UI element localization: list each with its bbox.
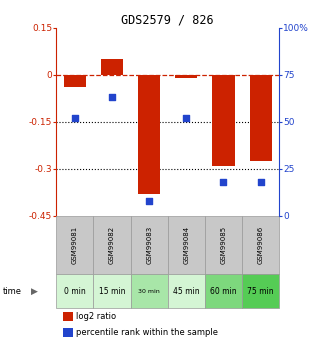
Point <box>147 198 152 204</box>
Bar <box>249 75 272 161</box>
Text: ▶: ▶ <box>30 287 37 296</box>
Text: 60 min: 60 min <box>210 287 237 296</box>
Text: percentile rank within the sample: percentile rank within the sample <box>76 328 218 337</box>
Bar <box>138 75 160 194</box>
Bar <box>56 274 93 308</box>
Bar <box>205 216 242 274</box>
Bar <box>63 328 73 337</box>
Text: GSM99085: GSM99085 <box>221 226 227 264</box>
Text: 0 min: 0 min <box>64 287 86 296</box>
Bar <box>175 75 197 78</box>
Text: 45 min: 45 min <box>173 287 200 296</box>
Bar <box>93 274 131 308</box>
Bar <box>101 59 123 75</box>
Text: 15 min: 15 min <box>99 287 125 296</box>
Bar <box>242 216 279 274</box>
Point <box>109 95 115 100</box>
Bar <box>213 75 235 166</box>
Bar <box>168 216 205 274</box>
Text: GSM99082: GSM99082 <box>109 226 115 264</box>
Text: GSM99086: GSM99086 <box>258 226 264 264</box>
Text: GSM99083: GSM99083 <box>146 226 152 264</box>
Bar <box>131 216 168 274</box>
Text: 75 min: 75 min <box>247 287 274 296</box>
Point <box>221 179 226 185</box>
Text: log2 ratio: log2 ratio <box>76 312 117 321</box>
Bar <box>131 274 168 308</box>
Text: GSM99084: GSM99084 <box>183 226 189 264</box>
Point <box>72 115 77 121</box>
Text: time: time <box>3 287 22 296</box>
Point <box>258 179 263 185</box>
Bar <box>205 274 242 308</box>
Text: GSM99081: GSM99081 <box>72 226 78 264</box>
Bar <box>63 312 73 322</box>
Point <box>184 115 189 121</box>
Text: 30 min: 30 min <box>138 289 160 294</box>
Bar <box>93 216 131 274</box>
Title: GDS2579 / 826: GDS2579 / 826 <box>121 13 214 27</box>
Bar <box>64 75 86 87</box>
Bar <box>56 216 93 274</box>
Bar <box>242 274 279 308</box>
Bar <box>168 274 205 308</box>
